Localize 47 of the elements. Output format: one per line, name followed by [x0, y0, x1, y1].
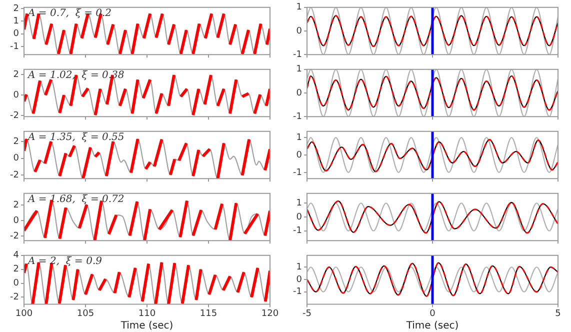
- y-tick-label: 0: [296, 150, 302, 160]
- y-tick-label: 1: [296, 198, 302, 208]
- y-tick-label: -1: [293, 112, 302, 122]
- y-tick-label: 2: [13, 264, 19, 275]
- y-tick-label: 1: [296, 132, 302, 143]
- x-tick-label: 5: [555, 308, 561, 319]
- x-tick-label: -5: [302, 308, 312, 319]
- x-axis-title: Time (sec): [405, 320, 459, 332]
- y-tick-label: 0: [13, 216, 20, 226]
- annotation: A = 0.7, ξ = 0.2: [27, 8, 112, 19]
- y-tick-label: -2: [10, 231, 19, 242]
- y-tick-label: -1: [293, 50, 302, 60]
- y-tick-label: 1: [13, 16, 19, 27]
- x-tick-label: 115: [200, 308, 218, 319]
- x-tick-label: 110: [138, 308, 156, 319]
- annotation: A = 2, ξ = 0.9: [27, 256, 103, 267]
- y-tick-label: 0: [296, 212, 302, 222]
- y-tick-label: -1: [293, 168, 302, 178]
- y-tick-label: -2: [10, 170, 19, 181]
- x-tick-label: 120: [261, 308, 279, 319]
- y-tick-label: -1: [293, 226, 302, 236]
- y-tick-label: 0: [296, 88, 302, 98]
- y-tick-label: -1: [10, 42, 19, 52]
- y-tick-label: 4: [13, 250, 20, 261]
- x-tick-label: 0: [430, 308, 436, 319]
- y-tick-label: 0: [13, 154, 20, 164]
- y-tick-label: 1: [296, 64, 302, 75]
- y-tick-label: -2: [10, 110, 19, 121]
- y-tick-label: 2: [13, 200, 19, 210]
- y-tick-label: -2: [10, 292, 19, 303]
- y-tick-label: 2: [13, 4, 19, 14]
- x-axis-title: Time (sec): [120, 320, 174, 332]
- y-tick-label: 0: [296, 274, 302, 285]
- annotation: A = 1.68, ξ = 0.72: [27, 194, 124, 205]
- annotation: A = 1.35, ξ = 0.55: [27, 132, 124, 143]
- y-tick-label: 0: [13, 90, 20, 100]
- y-tick-label: 0: [13, 29, 20, 40]
- y-tick-label: 2: [13, 136, 19, 147]
- y-tick-label: 2: [13, 70, 19, 80]
- x-tick-label: 100: [15, 308, 33, 319]
- y-tick-label: -1: [293, 287, 302, 298]
- y-tick-label: 1: [296, 2, 302, 13]
- y-tick-label: 0: [296, 26, 302, 36]
- annotation: A = 1.02, ξ = 0.38: [27, 70, 124, 81]
- x-tick-label: 105: [76, 308, 94, 319]
- y-tick-label: 1: [296, 262, 302, 272]
- y-tick-label: 0: [13, 278, 20, 289]
